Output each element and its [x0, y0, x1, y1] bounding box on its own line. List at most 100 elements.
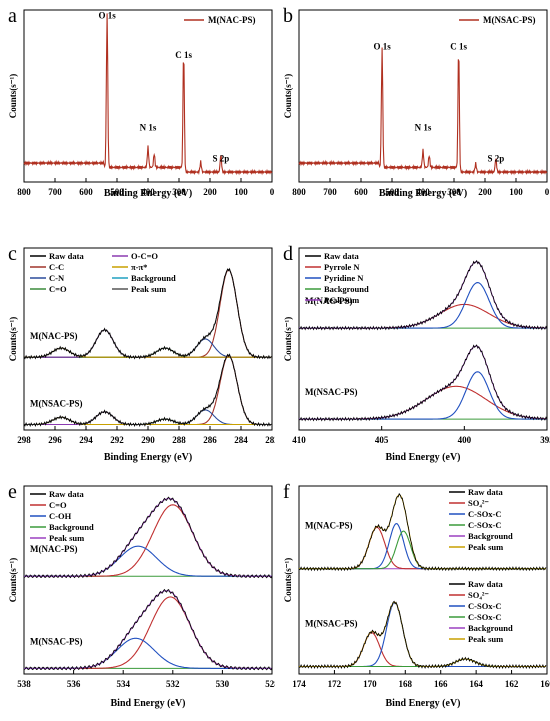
- legend-entry: M(NAC-PS): [208, 15, 256, 25]
- x-tick-label: 800: [292, 187, 306, 197]
- x-tick-label: 534: [116, 679, 130, 689]
- x-tick-label: 162: [505, 679, 519, 689]
- x-tick-label: 410: [292, 435, 306, 445]
- x-tick-label: 168: [399, 679, 413, 689]
- peak-sum-line: [24, 354, 272, 425]
- x-tick-label: 532: [166, 679, 180, 689]
- x-tick-label: 300: [447, 187, 461, 197]
- x-tick-label: 395: [540, 435, 550, 445]
- x-tick-label: 284: [234, 435, 248, 445]
- legend-entry: C=O: [49, 284, 67, 294]
- peak-sum-line: [299, 601, 546, 667]
- chart-b: 800 700 600 500 400 300 200 100 0 Binding Energy …: [283, 5, 550, 199]
- peak-annotation: N 1s: [415, 122, 432, 132]
- x-tick-label: 405: [375, 435, 389, 445]
- panel-label: b: [283, 5, 293, 27]
- x-tick-label: 400: [416, 187, 430, 197]
- x-axis-label: Binding Energy (eV): [379, 188, 467, 199]
- component-peak: [24, 354, 272, 426]
- panel-a: 800 700 600 500 400 300 200 100 0 Binding Energy …: [0, 0, 275, 238]
- y-axis-label: Counts(s⁻¹): [283, 558, 293, 602]
- x-axis-label: Binding Energy (eV): [104, 188, 192, 199]
- legend-entry: C-C: [49, 262, 64, 272]
- x-tick-label: 294: [79, 435, 93, 445]
- plot-frame: [298, 485, 548, 675]
- x-axis-label: Bind Energy (eV): [386, 698, 461, 709]
- peak-annotation: O 1s: [373, 42, 391, 52]
- component-peak: [299, 632, 546, 668]
- chart-f: 174 172 170 168 166 164 162 160 Bind Energy (eV)…: [283, 481, 550, 709]
- panel-b: 800 700 600 500 400 300 200 100 0 Binding Energy …: [275, 0, 550, 238]
- legend-entry: Background: [468, 623, 513, 633]
- component-peak: [299, 303, 547, 329]
- x-tick-label: 800: [17, 187, 31, 197]
- x-tick-label: 700: [323, 187, 337, 197]
- legend-entry: SO₄²⁻: [468, 498, 489, 508]
- legend-entry: C-SOx-C: [468, 509, 502, 519]
- legend-entry: Raw data: [324, 251, 359, 261]
- sample-label: M(NSAC-PS): [30, 636, 83, 646]
- legend-entry: Background: [468, 531, 513, 541]
- y-axis-label: Counts(s⁻¹): [8, 74, 18, 118]
- raw-data-line: [23, 353, 273, 427]
- x-tick-label: 538: [17, 679, 31, 689]
- panel-label: f: [283, 481, 290, 503]
- sample-label: M(NSAC-PS): [305, 618, 358, 628]
- x-tick-label: 172: [328, 679, 342, 689]
- legend-entry: C-SOx-C: [468, 520, 502, 530]
- x-tick-label: 288: [172, 435, 186, 445]
- y-axis-label: Counts(s⁻¹): [8, 558, 18, 602]
- x-tick-label: 200: [203, 187, 217, 197]
- legend-entry: C-SOx-C: [468, 612, 502, 622]
- y-axis-label: Counts(s⁻¹): [283, 74, 293, 118]
- x-tick-label: 530: [216, 679, 230, 689]
- legend-entry: Raw data: [468, 487, 503, 497]
- legend-entry: Background: [131, 273, 176, 283]
- sample-label: M(NSAC-PS): [30, 399, 83, 409]
- legend-entry: C-N: [49, 273, 65, 283]
- raw-data-line: [23, 588, 273, 671]
- component-peak: [299, 658, 546, 668]
- raw-data-line: [298, 600, 547, 670]
- x-tick-label: 286: [203, 435, 217, 445]
- y-axis-label: Counts(s⁻¹): [8, 317, 18, 361]
- sample-label: M(NSAC-PS): [305, 387, 358, 397]
- x-axis-label: Bind Energy (eV): [386, 452, 461, 463]
- x-tick-label: 0: [270, 187, 275, 197]
- panel-label: e: [8, 481, 17, 503]
- x-tick-label: 100: [234, 187, 248, 197]
- panel-e: 538 536 534 532 530 528 Bind Energy (eV) Counts…: [0, 478, 279, 716]
- x-tick-label: 164: [469, 679, 483, 689]
- legend-entry: SO₄²⁻: [468, 590, 489, 600]
- panel-label: c: [8, 243, 17, 265]
- legend-entry: Background: [324, 284, 369, 294]
- sample-label: M(NAC-PS): [305, 296, 353, 306]
- x-tick-label: 0: [545, 187, 550, 197]
- legend-entry: Peak sum: [324, 295, 359, 305]
- legend-entry: M(NSAC-PS): [483, 15, 536, 25]
- x-tick-label: 160: [540, 679, 550, 689]
- peak-annotation: C 1s: [175, 50, 192, 60]
- x-tick-label: 500: [110, 187, 124, 197]
- panel-f: 174 172 170 168 166 164 162 160 Bind Energy (eV)…: [275, 478, 550, 716]
- panel-d: 410 405 400 395 Bind Energy (eV) Counts(s⁻¹) d…: [275, 238, 550, 478]
- legend-entry: Pyrrole N: [324, 262, 360, 272]
- x-tick-label: 528: [265, 679, 275, 689]
- legend-entry: Peak sum: [131, 284, 166, 294]
- legend-entry: Raw data: [49, 251, 84, 261]
- legend-entry: Peak sum: [468, 542, 503, 552]
- x-tick-label: 292: [110, 435, 124, 445]
- raw-data-line: [298, 259, 548, 331]
- plot-frame: [298, 247, 548, 431]
- x-axis-label: Bind Energy (eV): [111, 698, 186, 709]
- legend-entry: C-SOx-C: [468, 601, 502, 611]
- legend-entry: Raw data: [468, 579, 503, 589]
- x-tick-label: 400: [458, 435, 472, 445]
- chart-a: 800 700 600 500 400 300 200 100 0 Binding Energy …: [8, 5, 275, 199]
- x-tick-label: 600: [354, 187, 368, 197]
- legend-entry: Raw data: [49, 489, 84, 499]
- raw-data-line: [23, 267, 273, 360]
- plot-frame: [23, 9, 273, 183]
- x-tick-label: 500: [385, 187, 399, 197]
- peak-sum-line: [299, 345, 548, 420]
